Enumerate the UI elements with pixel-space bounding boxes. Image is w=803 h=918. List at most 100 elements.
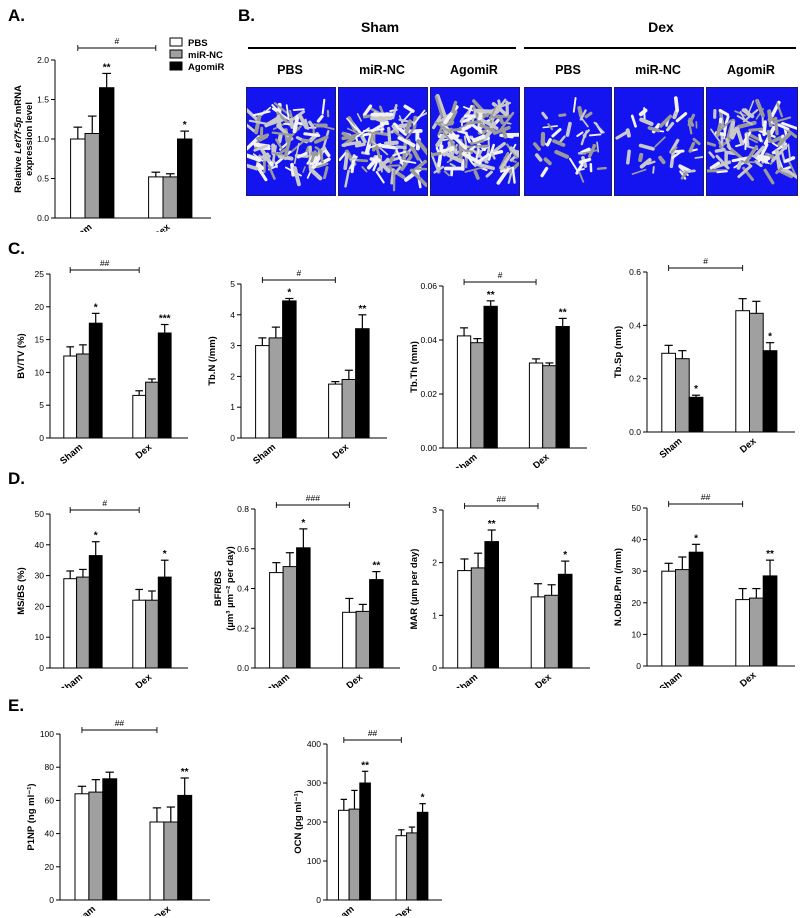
bar-dex-agomir xyxy=(177,138,193,219)
trabecula xyxy=(293,142,300,165)
trabecula xyxy=(391,103,398,120)
trabecula xyxy=(740,160,757,164)
trabecula xyxy=(356,112,363,122)
trabecula xyxy=(267,164,276,180)
trabecula xyxy=(404,119,412,134)
y-tick-label: 0.02 xyxy=(420,389,437,399)
bar-dex-mirnc xyxy=(145,599,159,669)
trabecula xyxy=(669,151,675,169)
trabecula xyxy=(413,109,426,126)
trabecula xyxy=(310,150,317,163)
panel-letter-a: A. xyxy=(8,6,25,25)
trabecula xyxy=(289,117,295,129)
trabecula xyxy=(490,142,506,155)
y-tick-label: 0 xyxy=(230,433,235,443)
trabecula xyxy=(565,121,572,137)
trabecula xyxy=(463,105,474,112)
y-tick-label: 5 xyxy=(230,279,235,289)
trabecula xyxy=(391,124,400,134)
bar-sham-agomir xyxy=(88,322,103,439)
legend-swatch-agomir xyxy=(169,61,183,71)
trabecula xyxy=(378,143,399,150)
y-tick-label: 80 xyxy=(45,762,55,772)
significance-mark: * xyxy=(421,793,425,804)
trabecula xyxy=(558,113,567,117)
trabecula xyxy=(572,97,577,113)
bar-sham-mirnc xyxy=(268,337,284,439)
y-tick-label: 20 xyxy=(45,862,55,872)
category-label: Sham xyxy=(58,442,85,467)
y-tick-label: 1 xyxy=(230,402,235,412)
trabecula xyxy=(639,158,652,169)
legend-swatch-pbs xyxy=(169,37,183,47)
legend-label-mirnc: miR-NC xyxy=(188,50,223,61)
chart-ocn: 0 100 200 300 400 OCN (pg ml⁻¹) ** Sham * Dex ## xyxy=(293,728,442,916)
trabecula xyxy=(491,152,496,160)
trabecula xyxy=(341,140,362,147)
trabecula xyxy=(767,109,773,127)
trabecula xyxy=(431,152,440,173)
trabecula xyxy=(485,170,493,178)
trabecula xyxy=(781,121,797,130)
trabecula xyxy=(355,158,369,163)
trabecula xyxy=(688,141,696,153)
trabecula xyxy=(255,164,268,182)
trabecula xyxy=(772,142,779,148)
trabecula xyxy=(316,162,329,169)
trabecula xyxy=(754,153,771,161)
bar-sham-agomir xyxy=(483,305,498,449)
panel-letter-b: B. xyxy=(238,6,255,25)
trabecula xyxy=(480,118,499,130)
trabecula xyxy=(323,147,331,158)
category-label: Sham xyxy=(265,672,292,688)
trabecula xyxy=(568,157,578,171)
y-axis-label-part: Let7f-5p xyxy=(13,117,24,154)
y-axis-label: MAR (µm per day) xyxy=(409,549,420,630)
chart-bv-tv: 0 5 10 15 20 25 BV/TV (%) * Sham *** Dex ## xyxy=(16,258,188,467)
y-axis-label: Tb.N (/mm) xyxy=(207,336,218,386)
trabecula xyxy=(692,137,701,146)
trabecula xyxy=(492,125,511,135)
bracket-label: # xyxy=(498,270,503,280)
trabecula xyxy=(779,169,794,179)
trabecula xyxy=(545,138,552,147)
bar-dex-mirnc xyxy=(749,597,764,667)
y-tick-label: 25 xyxy=(35,269,45,279)
y-tick-label: 400 xyxy=(307,739,321,749)
trabecula xyxy=(482,129,494,141)
trabecula xyxy=(762,120,767,137)
trabecula xyxy=(400,155,413,172)
bone-render xyxy=(533,97,607,183)
trabecula xyxy=(308,167,323,181)
trabecula xyxy=(755,156,769,163)
trabecula xyxy=(346,117,360,133)
trabecula xyxy=(310,157,331,170)
y-tick-label: 10 xyxy=(632,629,642,639)
trabecula xyxy=(744,134,747,151)
trabecula xyxy=(580,147,591,155)
trabecula xyxy=(783,156,796,163)
trabecula xyxy=(672,109,679,120)
bracket-label: ## xyxy=(115,718,125,728)
trabecula xyxy=(247,153,262,162)
bar-dex-pbs xyxy=(735,310,751,433)
trabecula xyxy=(736,115,754,126)
trabecula xyxy=(290,140,304,153)
significance-mark: * xyxy=(563,550,567,561)
trabecula xyxy=(718,108,730,117)
trabecula xyxy=(361,166,368,173)
trabecula xyxy=(285,104,290,121)
significance-mark: * xyxy=(163,549,167,560)
trabecula xyxy=(256,133,270,141)
bar-dex-pbs xyxy=(132,599,147,669)
category-label: Sham xyxy=(658,436,685,461)
bar-dex-pbs xyxy=(395,835,408,901)
bar-sham-agomir xyxy=(99,87,115,219)
y-axis-label-line2: expression level xyxy=(24,102,35,176)
trabecula xyxy=(748,127,766,132)
trabecula xyxy=(747,100,755,116)
significance-mark: * xyxy=(183,120,187,131)
y-tick-label: 0 xyxy=(636,661,641,671)
bar-dex-pbs xyxy=(530,596,546,669)
bar-dex-mirnc xyxy=(162,176,178,219)
